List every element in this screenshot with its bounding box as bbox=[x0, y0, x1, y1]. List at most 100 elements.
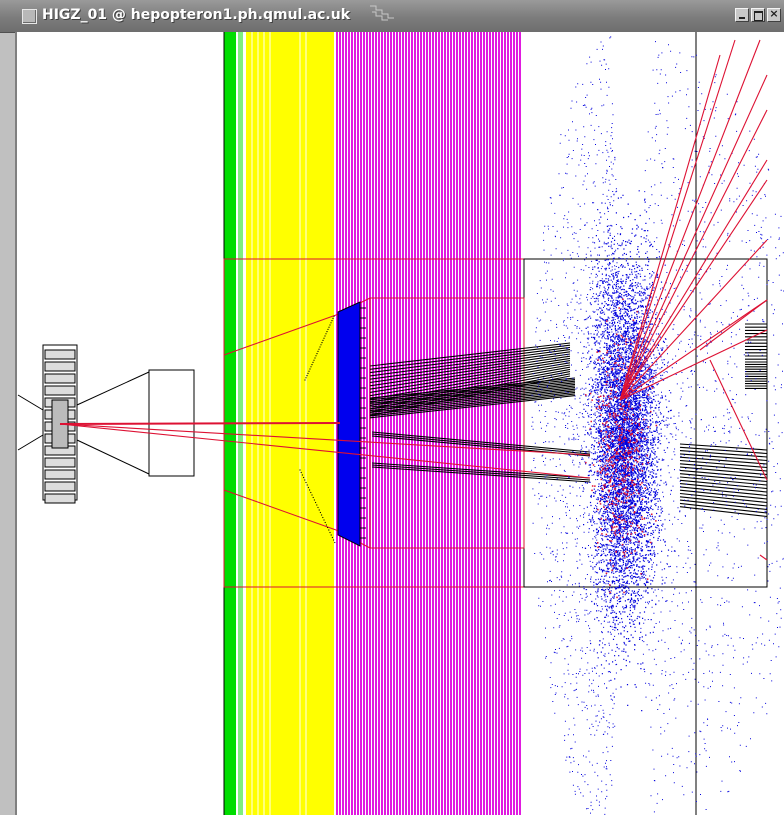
dot bbox=[330, 322, 332, 324]
dot bbox=[319, 346, 321, 348]
dot bbox=[304, 479, 306, 481]
tracker-strip bbox=[679, 486, 768, 497]
dot bbox=[327, 328, 329, 330]
fan-track bbox=[619, 74, 768, 401]
window-title: HIGZ_01 @ hepopteron1.ph.qmul.ac.uk bbox=[42, 7, 350, 23]
beam-segment bbox=[44, 373, 76, 384]
tracker-strip bbox=[679, 450, 768, 458]
dot bbox=[306, 484, 308, 486]
dot bbox=[329, 324, 331, 326]
dot bbox=[330, 534, 332, 536]
tracker-strip bbox=[679, 479, 768, 490]
dot bbox=[323, 519, 325, 521]
titlebar-grip-icon bbox=[370, 5, 394, 21]
tracker-strip bbox=[679, 459, 768, 469]
fan-track bbox=[619, 239, 768, 401]
dot bbox=[320, 344, 322, 346]
tracker-strip bbox=[369, 391, 576, 415]
blue-block bbox=[337, 301, 361, 547]
dot bbox=[313, 499, 315, 501]
tracker-strip bbox=[371, 431, 591, 453]
tracker-strip bbox=[369, 357, 571, 390]
dot bbox=[315, 501, 317, 504]
tracker-strip bbox=[369, 342, 571, 367]
tracker-strip bbox=[369, 362, 571, 397]
dot bbox=[312, 361, 314, 363]
tracker-strip bbox=[679, 476, 768, 486]
tracker-strip bbox=[371, 464, 591, 481]
dot bbox=[319, 511, 321, 514]
beam-segment bbox=[44, 349, 76, 360]
dot bbox=[308, 370, 310, 372]
tracker-strip bbox=[369, 353, 571, 384]
beam-track bbox=[59, 423, 591, 456]
dot bbox=[324, 335, 326, 337]
tracker-strip bbox=[371, 462, 591, 479]
dot bbox=[323, 337, 325, 339]
dot bbox=[303, 476, 305, 479]
dot bbox=[317, 350, 319, 352]
dot bbox=[316, 504, 318, 506]
fan-track bbox=[709, 359, 768, 481]
fan-track bbox=[619, 159, 768, 401]
tracker-strip bbox=[369, 382, 576, 404]
inner-frame bbox=[369, 297, 525, 549]
dot bbox=[309, 489, 311, 491]
window-menu-icon[interactable] bbox=[22, 9, 37, 24]
tracker-strip bbox=[369, 388, 576, 412]
dot bbox=[328, 326, 330, 328]
maximize-button[interactable] bbox=[751, 8, 765, 22]
beam-segment bbox=[44, 361, 76, 372]
fan-track bbox=[619, 39, 761, 401]
beam-segment bbox=[44, 469, 76, 480]
lens-line-top bbox=[76, 371, 150, 406]
cone-line-top bbox=[223, 314, 337, 356]
dot bbox=[314, 357, 316, 359]
fan-track bbox=[759, 554, 768, 561]
dot bbox=[313, 359, 315, 361]
dot bbox=[311, 364, 313, 366]
tracker-strip bbox=[679, 453, 768, 462]
maximize-icon bbox=[754, 11, 763, 21]
dot bbox=[310, 366, 312, 368]
dot bbox=[334, 541, 336, 544]
fan-track bbox=[699, 299, 768, 351]
fan-track bbox=[619, 179, 768, 401]
dot bbox=[299, 469, 301, 471]
dot bbox=[328, 529, 330, 531]
tracker-strip bbox=[369, 377, 576, 399]
cone-line-bottom bbox=[223, 489, 337, 531]
tracker-strip bbox=[679, 492, 768, 504]
graphics-canvas[interactable] bbox=[15, 32, 784, 815]
tracker-strip bbox=[679, 499, 768, 511]
dot bbox=[325, 524, 327, 526]
tracker-strip bbox=[679, 469, 768, 479]
dot bbox=[331, 320, 333, 322]
dot bbox=[311, 494, 313, 496]
minimize-button[interactable] bbox=[735, 8, 749, 22]
dot bbox=[304, 379, 306, 381]
dot bbox=[305, 377, 307, 379]
fan-track bbox=[619, 54, 721, 401]
dot bbox=[309, 368, 311, 370]
tracker-strip bbox=[369, 364, 571, 400]
dot bbox=[310, 491, 312, 494]
tracker-strip bbox=[369, 387, 576, 410]
tracker-strip bbox=[371, 466, 591, 483]
dot bbox=[331, 536, 333, 539]
dot bbox=[306, 375, 308, 377]
dot bbox=[316, 353, 318, 355]
title-bar[interactable]: HIGZ_01 @ hepopteron1.ph.qmul.ac.uk × bbox=[0, 0, 784, 33]
tracker-strip bbox=[369, 346, 571, 374]
lens-line-left-top bbox=[17, 394, 44, 411]
tracker-strip bbox=[679, 489, 768, 500]
tracker-strip bbox=[369, 395, 576, 419]
beam-segment bbox=[44, 457, 76, 468]
beam-track bbox=[59, 422, 341, 425]
tracker-strip bbox=[679, 456, 768, 465]
dot bbox=[307, 486, 309, 489]
tracker-strip bbox=[679, 446, 768, 455]
close-button[interactable]: × bbox=[767, 7, 781, 22]
dot bbox=[318, 509, 320, 511]
